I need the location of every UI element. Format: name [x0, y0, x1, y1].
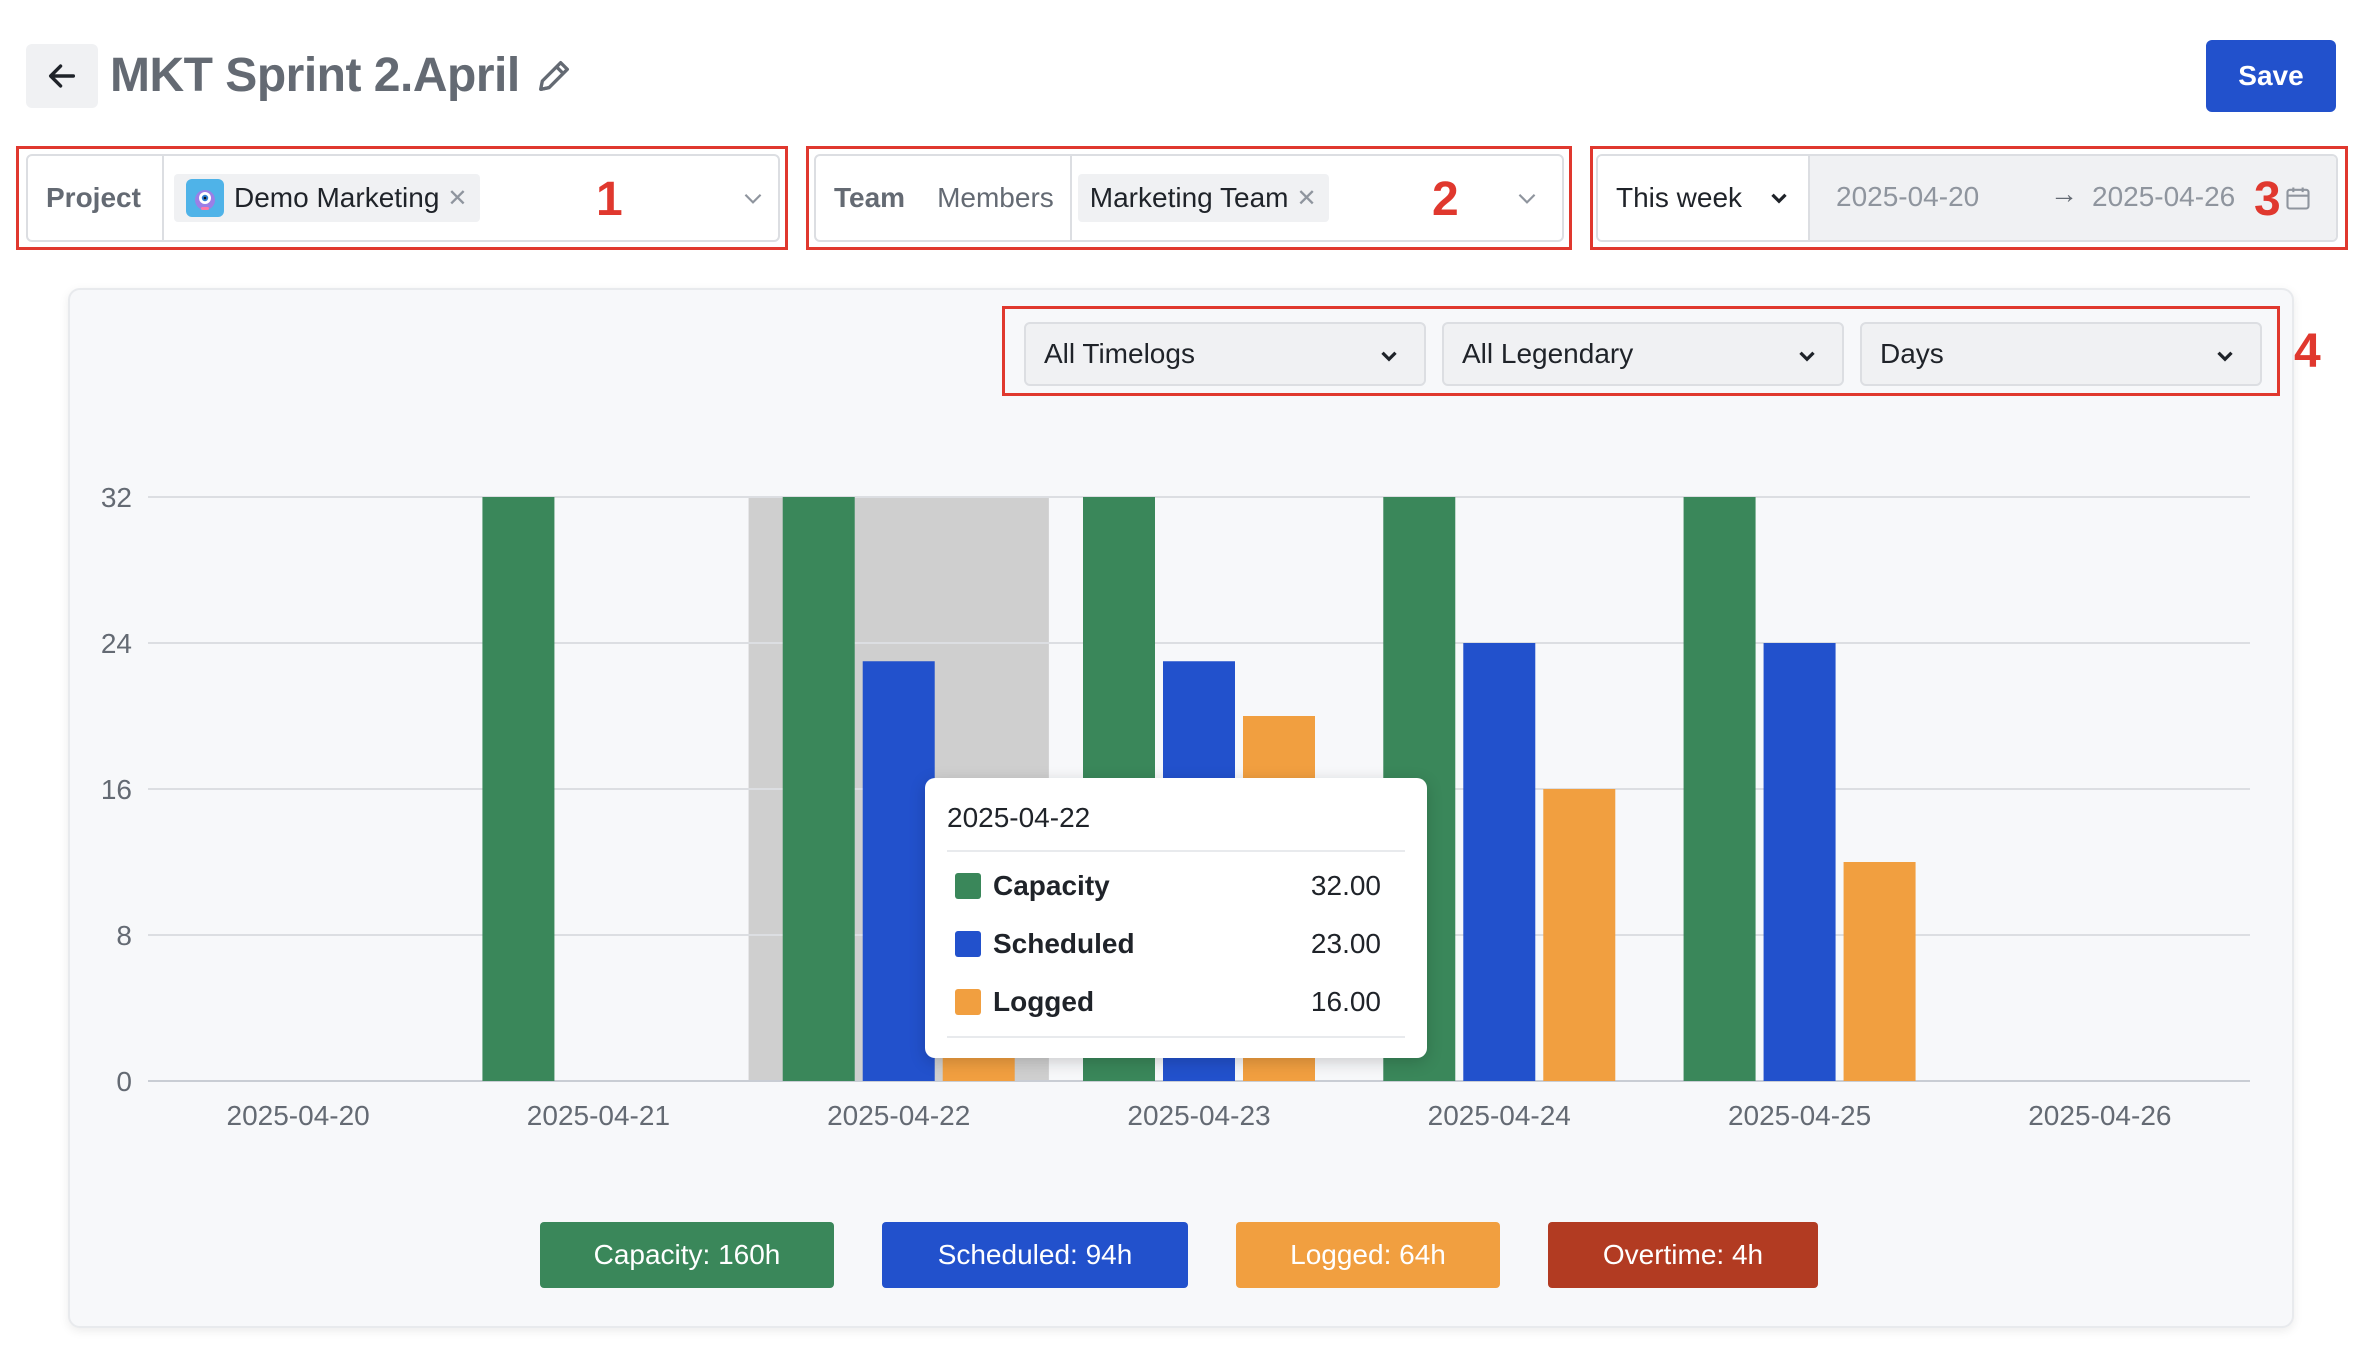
team-label: Team	[834, 182, 906, 213]
legend-scheduled-value: 94h	[1085, 1239, 1133, 1270]
annotation-label-3: 3	[2254, 173, 2281, 226]
legend-scheduled-badge[interactable]: Scheduled: 94h	[882, 1222, 1188, 1288]
legend-overtime-label: Overtime:	[1602, 1239, 1725, 1270]
tooltip-row-value: 16.00	[1310, 986, 1381, 1017]
project-chip-label: Demo Marketing	[234, 182, 440, 213]
project-filter[interactable]: Project Demo Marketing ✕	[26, 154, 780, 242]
timelogs-select-label: All Timelogs	[1044, 338, 1195, 369]
end-date-input[interactable]: 2025-04-26	[2092, 181, 2236, 212]
tooltip-row-name: Logged	[993, 986, 1095, 1017]
tooltip-row-name: Capacity	[993, 870, 1110, 901]
tooltip-row-value: 32.00	[1310, 870, 1381, 901]
project-avatar-icon	[186, 179, 224, 217]
timelogs-chevron-icon	[1381, 351, 1397, 362]
capacity-swatch	[955, 873, 981, 899]
x-tick-label: 2025-04-23	[1127, 1100, 1270, 1131]
legend-capacity-label: Capacity:	[593, 1239, 711, 1270]
tooltip-row-scheduled: Scheduled 23.00	[955, 924, 1381, 964]
legend-overtime-badge[interactable]: Overtime: 4h	[1548, 1222, 1818, 1288]
project-chip[interactable]: Demo Marketing ✕	[174, 174, 480, 222]
team-dropdown-chevron-icon[interactable]	[1514, 185, 1540, 211]
annotation-label-1: 1	[596, 173, 623, 226]
start-date-input[interactable]: 2025-04-20	[1836, 181, 1980, 212]
arrow-left-icon	[48, 64, 76, 88]
granularity-select[interactable]: Days	[1860, 322, 2262, 386]
legend-scheduled-label: Scheduled:	[937, 1239, 1078, 1270]
legend-logged-badge[interactable]: Logged: 64h	[1236, 1222, 1500, 1288]
edit-pencil-icon[interactable]	[534, 56, 574, 96]
date-preset-label: This week	[1616, 182, 1743, 213]
bar-logged	[1843, 862, 1916, 1081]
x-tick-label: 2025-04-22	[827, 1100, 970, 1131]
date-range-inputs[interactable]: 2025-04-20 → 2025-04-26	[1810, 156, 2336, 240]
team-chip[interactable]: Marketing Team ✕	[1077, 174, 1329, 222]
granularity-chevron-icon	[2217, 351, 2233, 362]
annotation-label-2: 2	[1432, 173, 1459, 226]
scheduled-swatch	[955, 931, 981, 957]
members-tab[interactable]: Members	[937, 182, 1054, 213]
legend-overtime-value: 4h	[1731, 1239, 1764, 1270]
bar-scheduled	[1463, 643, 1536, 1081]
y-tick-label: 24	[101, 628, 132, 659]
annotation-box-2	[806, 146, 1572, 250]
remove-project-icon[interactable]: ✕	[447, 184, 468, 212]
range-arrow-icon: →	[2050, 178, 2078, 209]
team-filter[interactable]: Team Members Marketing Team ✕	[814, 154, 1564, 242]
x-tick-label: 2025-04-21	[527, 1100, 670, 1131]
bar-scheduled	[862, 661, 935, 1081]
tooltip-title: 2025-04-22	[947, 802, 1091, 833]
chart-tooltip: 2025-04-22 Capacity 32.00 Scheduled 23.0…	[925, 778, 1427, 1058]
tooltip-row-name: Scheduled	[993, 928, 1135, 959]
tooltip-row-value: 23.00	[1310, 928, 1381, 959]
legendary-chevron-icon	[1799, 351, 1815, 362]
legendary-select-label: All Legendary	[1462, 338, 1634, 369]
legend-logged-value: 64h	[1399, 1239, 1446, 1270]
date-preset-chevron-icon	[1771, 193, 1787, 204]
annotation-box-1	[16, 146, 788, 250]
y-tick-label: 32	[101, 482, 132, 513]
date-range-filter[interactable]: This week 2025-04-20 → 2025-04-26	[1596, 154, 2338, 242]
save-button[interactable]: Save	[2206, 40, 2336, 112]
project-dropdown-chevron-icon[interactable]	[740, 185, 766, 211]
team-filter-label: Team Members	[816, 156, 1072, 240]
bar-scheduled	[1763, 643, 1836, 1081]
project-filter-label: Project	[28, 156, 164, 240]
annotation-box-3	[1590, 146, 2348, 250]
team-chip-label: Marketing Team	[1089, 182, 1289, 213]
calendar-icon[interactable]	[2284, 184, 2312, 212]
x-tick-label: 2025-04-24	[1428, 1100, 1571, 1131]
back-button[interactable]	[26, 44, 98, 108]
logged-swatch	[955, 989, 981, 1015]
legend-capacity-badge[interactable]: Capacity: 160h	[540, 1222, 834, 1288]
x-tick-label: 2025-04-20	[227, 1100, 370, 1131]
tooltip-row-capacity: Capacity 32.00	[955, 866, 1381, 906]
bar-capacity	[482, 497, 555, 1081]
y-tick-label: 16	[101, 774, 132, 805]
bar-logged	[1543, 789, 1616, 1081]
page-title: MKT Sprint 2.April	[110, 49, 520, 102]
y-tick-label: 8	[116, 920, 132, 951]
legendary-select[interactable]: All Legendary	[1442, 322, 1844, 386]
bar-capacity	[782, 497, 855, 1081]
annotation-label-4: 4	[2294, 325, 2321, 378]
y-tick-label: 0	[116, 1066, 132, 1097]
tooltip-bottom-divider	[947, 1036, 1405, 1038]
tooltip-divider	[947, 850, 1405, 852]
annotation-box-4	[1002, 306, 2280, 396]
tooltip-row-logged: Logged 16.00	[955, 982, 1381, 1022]
x-tick-label: 2025-04-25	[1728, 1100, 1871, 1131]
legend-capacity-value: 160h	[718, 1239, 781, 1270]
remove-team-icon[interactable]: ✕	[1296, 184, 1317, 212]
legend-logged-label: Logged:	[1290, 1239, 1392, 1270]
granularity-select-label: Days	[1880, 338, 1944, 369]
date-preset-select[interactable]: This week	[1598, 156, 1810, 240]
bar-capacity	[1683, 497, 1756, 1081]
x-tick-label: 2025-04-26	[2028, 1100, 2171, 1131]
timelogs-select[interactable]: All Timelogs	[1024, 322, 1426, 386]
